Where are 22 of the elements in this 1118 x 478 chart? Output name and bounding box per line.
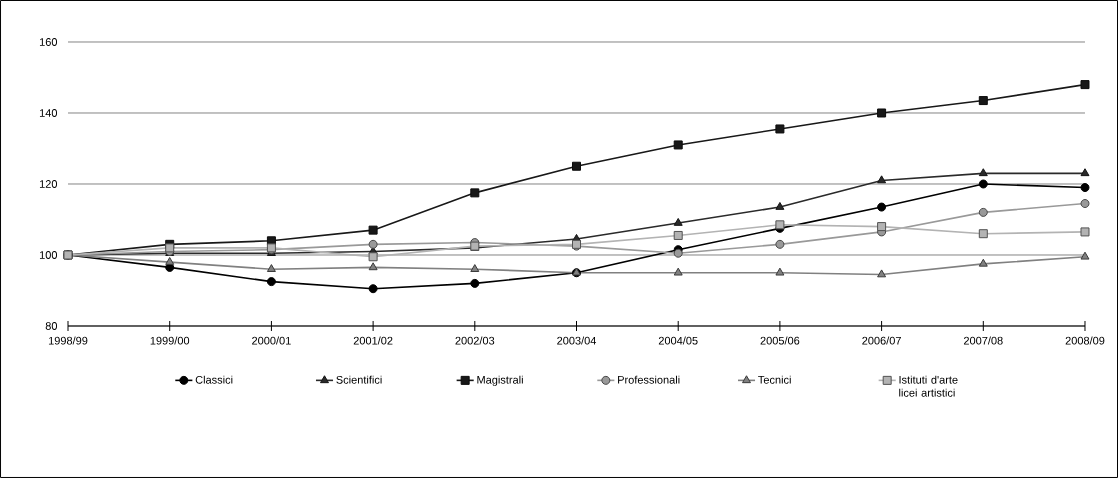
legend-label: Istituti d'arte licei artistici	[899, 375, 958, 397]
x-tick-label: 2004/05	[658, 336, 698, 345]
legend-label: Classici	[195, 375, 233, 384]
x-tick-label: 1999/00	[150, 336, 190, 345]
x-tick-label: 2003/04	[557, 336, 597, 345]
x-tick-label: 1998/99	[48, 336, 88, 345]
y-tick-label: 120	[39, 180, 58, 188]
x-tick-label: 2007/08	[963, 336, 1003, 345]
y-tick-label: 100	[39, 251, 58, 259]
x-tick-label: 2005/06	[760, 336, 800, 345]
y-tick-label: 160	[39, 38, 58, 46]
legend-label: Magistrali	[477, 375, 523, 386]
x-tick-label: 2000/01	[252, 336, 291, 345]
x-tick-label: 2001/02	[353, 336, 393, 345]
x-tick-label: 2008/09	[1065, 336, 1105, 345]
y-tick-label: 80	[45, 322, 58, 330]
legend-label: Scientifici	[336, 375, 382, 384]
x-tick-label: 2002/03	[455, 336, 495, 345]
legend-label: Professionali	[618, 375, 680, 384]
legend-label: Tecnici	[758, 375, 791, 384]
x-tick-label: 2006/07	[862, 336, 901, 345]
y-tick-label: 140	[39, 109, 58, 117]
